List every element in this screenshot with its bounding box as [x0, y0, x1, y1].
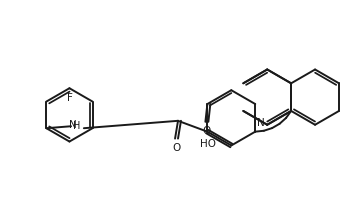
Text: H: H — [73, 121, 81, 131]
Text: N: N — [69, 120, 77, 130]
Text: F: F — [67, 93, 72, 103]
Text: N: N — [257, 118, 265, 128]
Text: O: O — [202, 126, 211, 136]
Text: O: O — [172, 142, 180, 153]
Text: HO: HO — [199, 138, 216, 148]
